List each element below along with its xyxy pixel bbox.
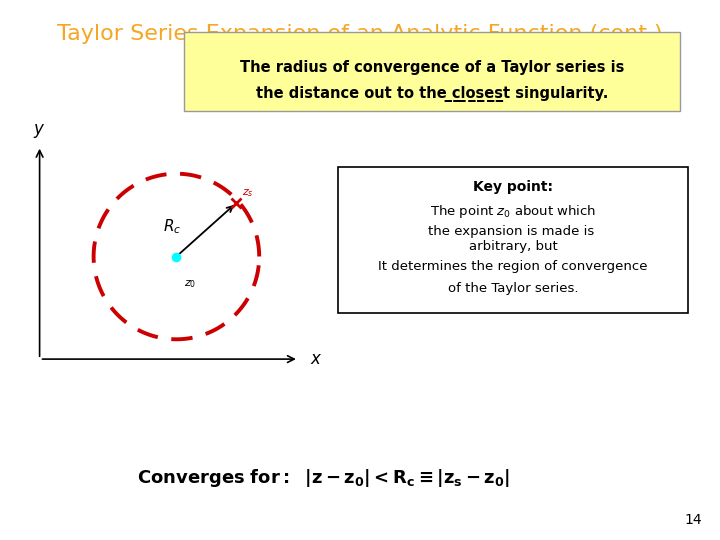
Text: the expansion is made is 
arbitrary, but: the expansion is made is arbitrary, but	[428, 225, 598, 253]
Text: Taylor Series Expansion of an Analytic Function (cont.): Taylor Series Expansion of an Analytic F…	[57, 24, 663, 44]
Text: $\bf{Converges\ for:}\ \ |z - z_0| < R_c \equiv |z_s - z_0|$: $\bf{Converges\ for:}\ \ |z - z_0| < R_c…	[138, 467, 510, 489]
Text: $x$: $x$	[310, 350, 322, 368]
Text: The radius of convergence of a Taylor series is: The radius of convergence of a Taylor se…	[240, 60, 624, 75]
FancyBboxPatch shape	[338, 167, 688, 313]
Text: It determines the region of convergence: It determines the region of convergence	[378, 260, 648, 273]
Text: Key point:: Key point:	[473, 180, 553, 194]
Text: of the Taylor series.: of the Taylor series.	[448, 282, 578, 295]
Text: $y$: $y$	[33, 123, 46, 140]
FancyBboxPatch shape	[184, 32, 680, 111]
Text: $z_0$: $z_0$	[184, 278, 196, 290]
Text: $R_c$: $R_c$	[163, 218, 181, 237]
Text: 14: 14	[685, 512, 702, 526]
Text: the distance out to the ̲c̲l̲o̲s̲e̲s̲t singularity.: the distance out to the ̲c̲l̲o̲s̲e̲s̲t s…	[256, 86, 608, 102]
Text: The point $z_0$ about which: The point $z_0$ about which	[430, 202, 596, 219]
Text: $z_s$: $z_s$	[242, 187, 253, 199]
